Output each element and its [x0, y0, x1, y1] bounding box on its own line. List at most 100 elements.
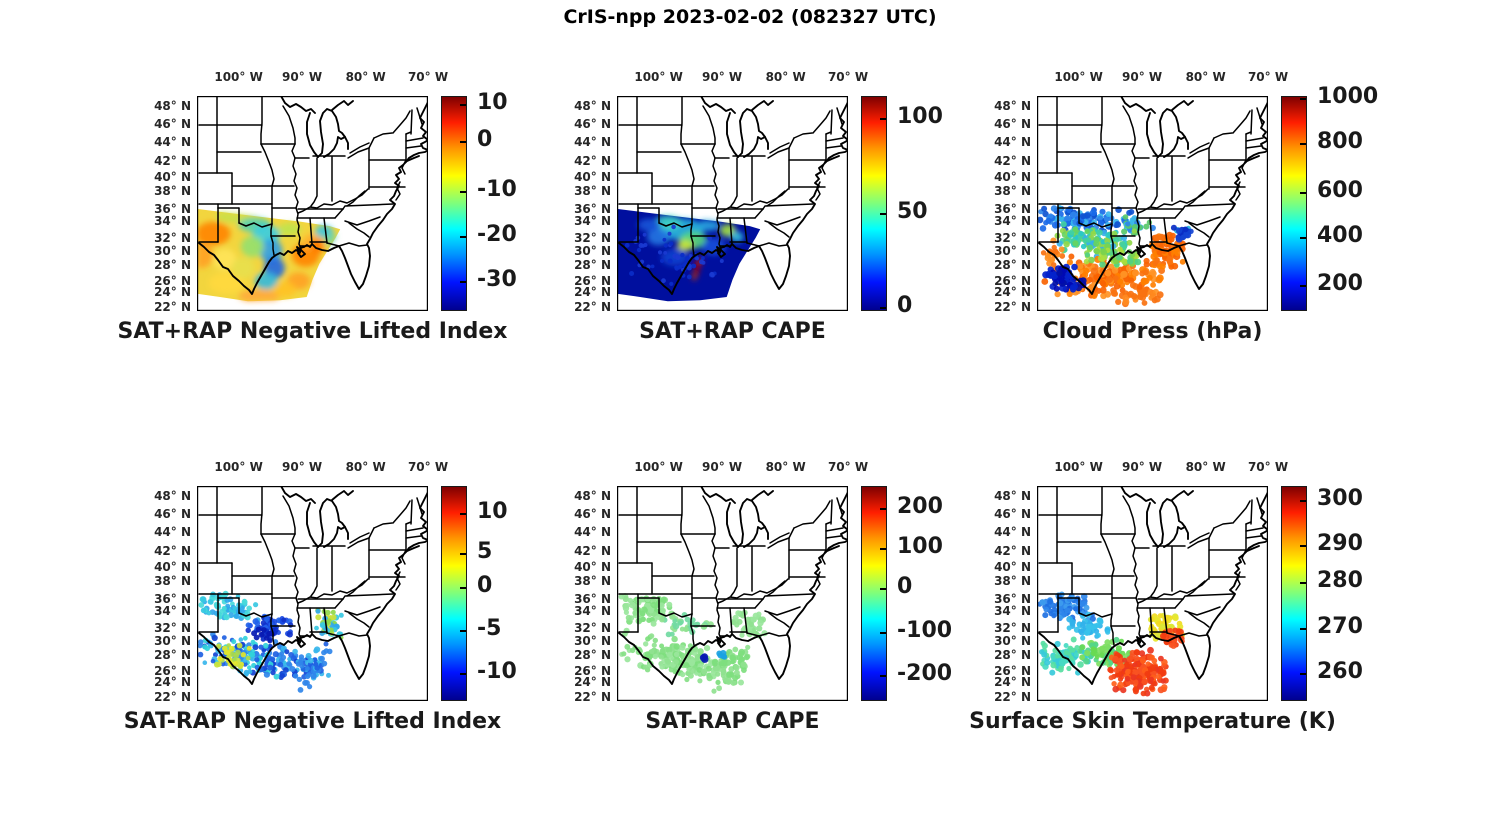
lat-tick-label: 28° N [994, 647, 1031, 662]
colorbar-tick-mark [460, 280, 466, 283]
colorbar-tick-mark [460, 190, 466, 193]
lat-tick-label: 36° N [994, 591, 1031, 606]
colorbar-tick-label: 200 [1317, 270, 1363, 296]
lat-tick-label: 46° N [574, 506, 611, 521]
lat-tick-label: 28° N [154, 647, 191, 662]
colorbar-sat-minus-rap-cape [861, 486, 887, 701]
lat-tick-label: 48° N [154, 98, 191, 113]
lat-tick-label: 46° N [154, 506, 191, 521]
lon-tick-label: 70° W [827, 70, 869, 84]
colorbar-tick-mark [460, 673, 466, 676]
colorbar-tick-mark [1300, 237, 1306, 240]
lat-tick-label: 40° N [574, 559, 611, 574]
lat-tick-label: 34° N [154, 213, 191, 228]
lon-tick-label: 100° W [214, 460, 263, 474]
data-layer [1037, 591, 1186, 697]
colorbar-tick-label: -100 [897, 618, 953, 644]
lat-tick-label: 34° N [574, 213, 611, 228]
lat-tick-label: 24° N [574, 285, 611, 300]
colorbar-tick-label: 300 [1317, 485, 1363, 511]
colorbar-tick-label: 10 [477, 498, 508, 524]
colorbar-tick-mark [460, 512, 466, 515]
data-layer [197, 208, 341, 302]
lat-tick-label: 42° N [154, 543, 191, 558]
lat-tick-label: 38° N [994, 574, 1031, 589]
colorbar-tick-label: 400 [1317, 223, 1363, 249]
lon-tick-label: 100° W [634, 460, 683, 474]
lat-tick-label: 38° N [574, 184, 611, 199]
lat-tick-label: 44° N [154, 524, 191, 539]
lon-tick-label: 70° W [407, 70, 449, 84]
colorbar-tick-label: 600 [1317, 178, 1363, 204]
lat-tick-label: 44° N [994, 134, 1031, 149]
lat-tick-label: 36° N [154, 201, 191, 216]
lat-tick-label: 42° N [574, 543, 611, 558]
lon-tick-label: 100° W [214, 70, 263, 84]
lat-tick-label: 44° N [994, 524, 1031, 539]
lat-tick-label: 22° N [994, 299, 1031, 314]
lat-tick-label: 42° N [574, 153, 611, 168]
lat-tick-label: 22° N [574, 689, 611, 704]
lat-tick-label: 48° N [994, 98, 1031, 113]
lat-tick-label: 48° N [154, 488, 191, 503]
panel-title-surface-skin-temp: Surface Skin Temperature (K) [969, 709, 1336, 734]
lon-tick-label: 80° W [1185, 460, 1226, 474]
colorbar-tick-mark [1300, 142, 1306, 145]
colorbar-tick-mark [460, 630, 466, 633]
colorbar-tick-label: 0 [897, 574, 913, 600]
colorbar-tick-mark [880, 213, 886, 216]
lon-tick-label: 70° W [1247, 460, 1289, 474]
lon-tick-label: 100° W [1054, 70, 1103, 84]
map-canvas-sat-minus-rap-cape [617, 486, 848, 701]
lat-tick-label: 46° N [994, 116, 1031, 131]
colorbar-tick-mark [1300, 499, 1306, 502]
colorbar-cloud-press [1281, 96, 1307, 311]
lat-tick-label: 36° N [994, 201, 1031, 216]
colorbar-tick-mark [460, 587, 466, 590]
data-layer [197, 590, 344, 693]
colorbar-tick-label: 200 [897, 493, 943, 519]
lat-tick-label: 24° N [994, 285, 1031, 300]
colorbar-tick-mark [880, 548, 886, 551]
lon-tick-label: 80° W [345, 460, 386, 474]
colorbar-tick-label: 100 [897, 103, 943, 129]
lat-tick-label: 36° N [574, 591, 611, 606]
lon-tick-label: 80° W [1185, 70, 1226, 84]
lat-tick-label: 30° N [994, 634, 1031, 649]
panel-title-sat-plus-rap-nli: SAT+RAP Negative Lifted Index [117, 319, 508, 344]
lat-tick-label: 40° N [994, 169, 1031, 184]
colorbar-tick-label: 290 [1317, 531, 1363, 557]
lat-tick-label: 44° N [574, 524, 611, 539]
lon-tick-label: 90° W [702, 70, 743, 84]
colorbar-tick-mark [1300, 545, 1306, 548]
colorbar-tick-label: -5 [477, 616, 502, 642]
lat-tick-label: 22° N [574, 299, 611, 314]
colorbar-tick-label: 1000 [1317, 84, 1379, 110]
lon-tick-label: 90° W [282, 70, 323, 84]
lat-tick-label: 22° N [154, 299, 191, 314]
lat-tick-label: 40° N [994, 559, 1031, 574]
map-canvas-surface-skin-temp [1037, 486, 1268, 701]
lat-tick-label: 34° N [574, 603, 611, 618]
lon-tick-label: 80° W [765, 460, 806, 474]
lon-tick-label: 90° W [282, 460, 323, 474]
lat-tick-label: 34° N [154, 603, 191, 618]
lon-tick-label: 70° W [827, 460, 869, 474]
lat-tick-label: 40° N [154, 559, 191, 574]
colorbar-tick-mark [880, 632, 886, 635]
colorbar-tick-mark [1300, 98, 1306, 101]
lon-tick-label: 80° W [765, 70, 806, 84]
colorbar-tick-mark [880, 675, 886, 678]
map-canvas-sat-plus-rap-cape [617, 96, 848, 311]
lat-tick-label: 46° N [574, 116, 611, 131]
lat-tick-label: 34° N [994, 213, 1031, 228]
lon-tick-label: 90° W [1122, 460, 1163, 474]
lat-tick-label: 28° N [154, 257, 191, 272]
lat-tick-label: 36° N [154, 591, 191, 606]
colorbar-tick-label: 0 [897, 292, 913, 318]
colorbar-sat-minus-rap-nli [441, 486, 467, 701]
lat-tick-label: 22° N [994, 689, 1031, 704]
lat-tick-label: 42° N [994, 153, 1031, 168]
lat-tick-label: 30° N [574, 634, 611, 649]
lat-tick-label: 28° N [574, 647, 611, 662]
